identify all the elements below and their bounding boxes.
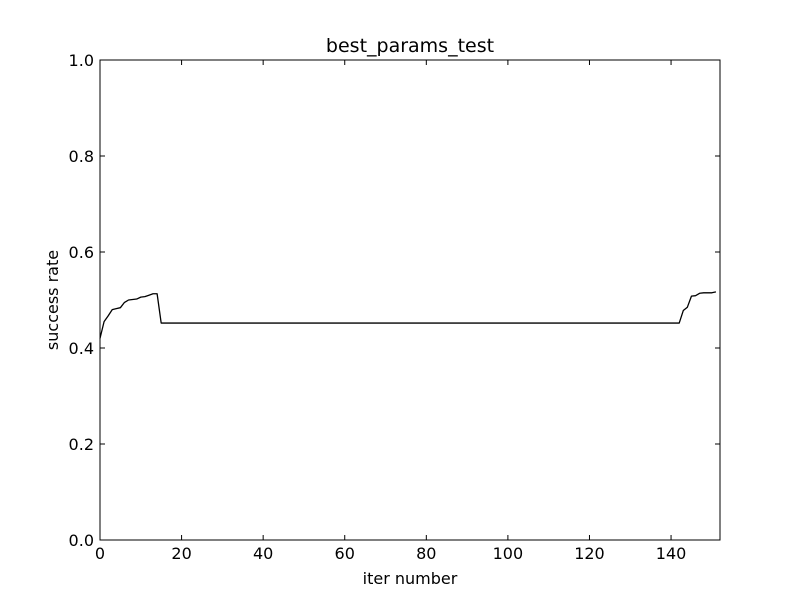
y-tick-label: 0.2 (69, 435, 94, 454)
chart-title: best_params_test (326, 35, 494, 57)
y-tick-label: 0.6 (69, 243, 94, 262)
plot-frame (99, 59, 721, 541)
series-line (99, 291, 717, 339)
y-tick-label: 0.0 (69, 531, 94, 550)
y-axis-label: success rate (43, 250, 62, 350)
x-tick-label: 20 (171, 544, 191, 563)
x-tick-label: 40 (253, 544, 273, 563)
x-tick-label: 60 (335, 544, 355, 563)
y-tick-label: 0.4 (69, 339, 94, 358)
x-tick-label: 0 (95, 544, 105, 563)
y-tick-label: 1.0 (69, 51, 94, 70)
x-tick-label: 140 (656, 544, 687, 563)
x-tick-label: 100 (493, 544, 524, 563)
x-axis-label: iter number (363, 569, 458, 588)
y-tick-label: 0.8 (69, 147, 94, 166)
plot-background (100, 60, 720, 540)
x-tick-label: 120 (574, 544, 605, 563)
x-tick-label: 80 (416, 544, 436, 563)
